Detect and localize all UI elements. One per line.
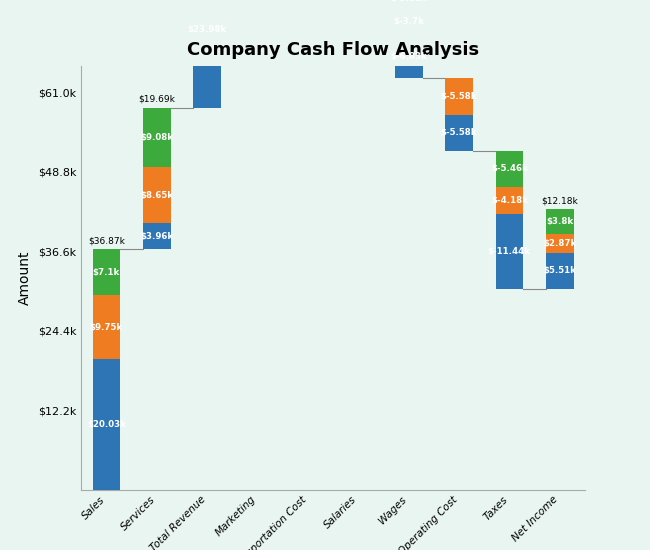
Text: $8.65k: $8.65k — [140, 191, 174, 200]
Bar — [546, 234, 574, 252]
Text: $9.75k: $9.75k — [90, 323, 123, 332]
Text: $-11.44k: $-11.44k — [488, 247, 531, 256]
Bar — [546, 209, 574, 234]
Bar — [546, 252, 574, 289]
Bar — [92, 249, 120, 295]
Text: $9.08k: $9.08k — [140, 133, 174, 142]
Bar — [445, 115, 473, 151]
Bar — [395, 10, 423, 34]
Text: $2.87k: $2.87k — [543, 239, 577, 248]
Y-axis label: Amount: Amount — [18, 250, 32, 305]
Bar — [445, 79, 473, 115]
Bar — [395, 34, 423, 79]
Text: $7.1k: $7.1k — [93, 268, 120, 277]
Bar — [395, 0, 423, 10]
Bar — [193, 0, 221, 108]
Title: Company Cash Flow Analysis: Company Cash Flow Analysis — [187, 41, 479, 59]
Text: $36.87k: $36.87k — [88, 236, 125, 245]
Text: $-5.58k: $-5.58k — [441, 92, 477, 101]
Text: $23.98k: $23.98k — [188, 25, 227, 34]
Bar — [143, 167, 171, 223]
Text: $20.03k: $20.03k — [87, 420, 126, 429]
Text: $-4.18k: $-4.18k — [491, 196, 528, 205]
Text: $19.69k: $19.69k — [138, 95, 176, 104]
Bar — [495, 187, 523, 214]
Text: $5.51k: $5.51k — [543, 266, 577, 275]
Text: $-5.58k: $-5.58k — [441, 129, 477, 138]
Bar — [495, 214, 523, 289]
Text: $3.8k: $3.8k — [546, 217, 573, 226]
Bar — [143, 108, 171, 167]
Text: $12.18k: $12.18k — [541, 196, 578, 205]
Bar — [92, 359, 120, 490]
Text: $3.96k: $3.96k — [140, 232, 174, 241]
Text: $-6.83k: $-6.83k — [390, 52, 427, 60]
Text: $-3.7k: $-3.7k — [393, 18, 424, 26]
Text: $-5.46k: $-5.46k — [491, 164, 528, 173]
Bar — [92, 295, 120, 359]
Bar — [495, 151, 523, 187]
Text: $-3.51k: $-3.51k — [390, 0, 427, 3]
Bar — [143, 223, 171, 249]
